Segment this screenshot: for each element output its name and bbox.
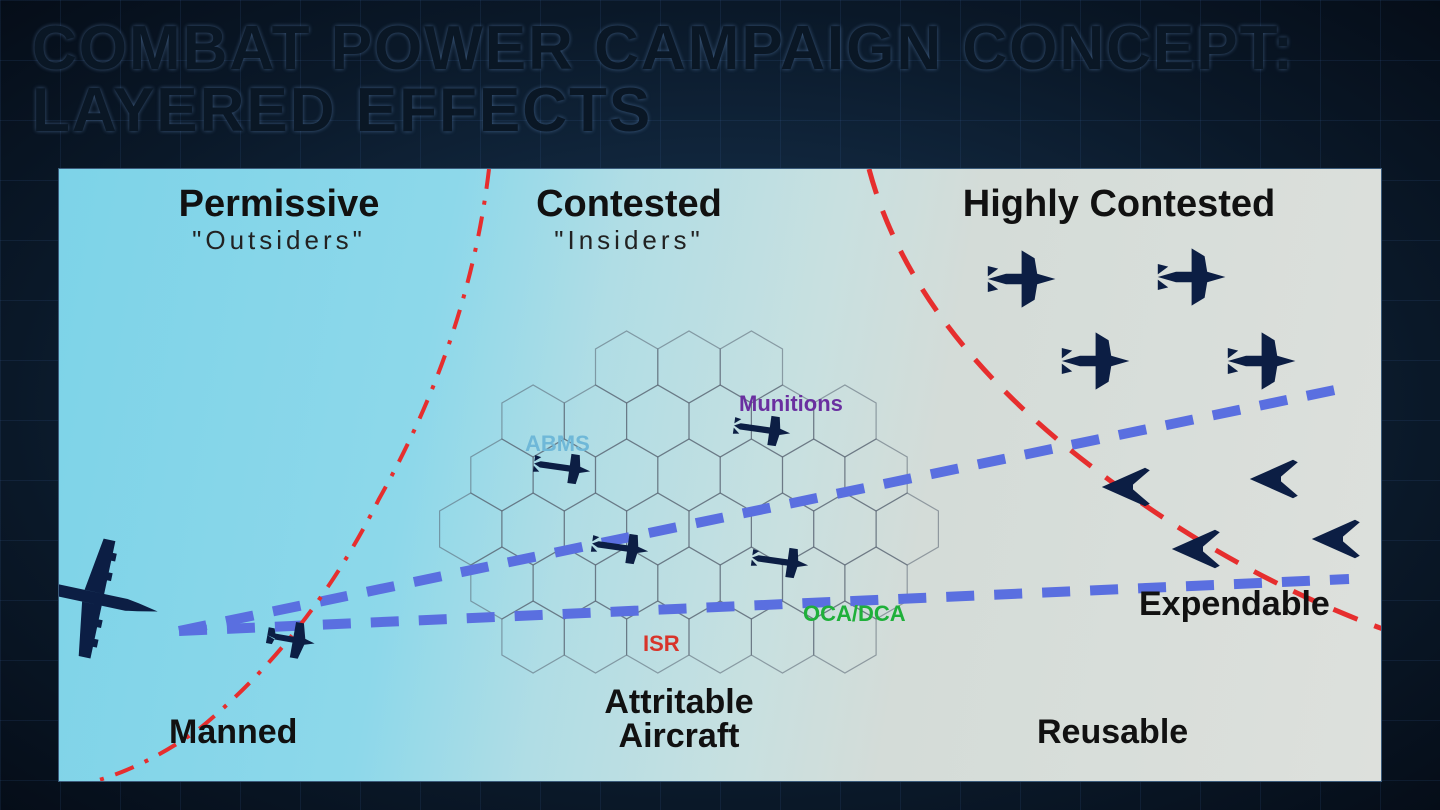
boundary-arc-inner: [59, 169, 489, 782]
stealth-fighter-icon-0: [988, 250, 1056, 307]
label-expendable: Expendable: [1139, 587, 1330, 621]
drone-icon-3: [750, 543, 810, 580]
label-abms: ABMS: [525, 431, 590, 457]
label-oca-dca: OCA/DCA: [803, 601, 906, 627]
label-reusable: Reusable: [1037, 715, 1188, 749]
title-line-1: COMBAT POWER CAMPAIGN CONCEPT:: [32, 18, 1295, 80]
label-munitions: Munitions: [739, 391, 843, 417]
diagram-panel: Permissive "Outsiders" Contested "Inside…: [58, 168, 1382, 782]
stealth-fighter-icon-2: [1062, 332, 1130, 389]
tanker-icon: [59, 526, 170, 670]
flying-wing-icon-0: [1102, 468, 1150, 506]
title-line-2: LAYERED EFFECTS: [32, 80, 1295, 142]
stealth-fighter-icon-1: [1158, 248, 1226, 305]
boundary-arc-outer: [869, 169, 1382, 629]
flying-wing-icon-1: [1250, 460, 1298, 498]
label-attritable: Attritable Aircraft: [559, 685, 799, 753]
title-block: COMBAT POWER CAMPAIGN CONCEPT: LAYERED E…: [32, 18, 1295, 142]
flying-wing-icon-3: [1312, 520, 1360, 558]
label-isr: ISR: [643, 631, 680, 657]
stealth-fighter-icon-3: [1228, 332, 1296, 389]
label-manned: Manned: [169, 715, 297, 749]
